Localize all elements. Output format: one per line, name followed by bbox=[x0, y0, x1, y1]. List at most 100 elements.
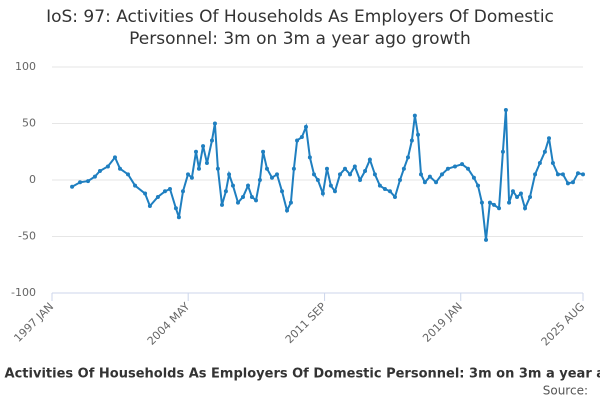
point bbox=[471, 175, 476, 180]
point bbox=[555, 172, 560, 177]
point bbox=[518, 191, 523, 196]
point bbox=[295, 138, 300, 143]
point bbox=[367, 157, 372, 162]
point bbox=[479, 200, 484, 205]
source: Source: bbox=[543, 384, 588, 398]
point bbox=[560, 172, 565, 177]
point bbox=[487, 200, 492, 205]
point bbox=[372, 172, 377, 177]
point bbox=[581, 172, 585, 177]
point bbox=[503, 107, 508, 112]
point bbox=[173, 206, 178, 211]
point bbox=[230, 183, 235, 188]
point bbox=[249, 194, 254, 199]
y-tick-label: 50 bbox=[22, 117, 36, 130]
point bbox=[523, 206, 528, 211]
point bbox=[209, 138, 214, 143]
point bbox=[434, 180, 439, 185]
point bbox=[215, 166, 220, 171]
point bbox=[285, 208, 290, 213]
point bbox=[537, 161, 542, 166]
point bbox=[465, 166, 470, 171]
point bbox=[204, 161, 209, 166]
point bbox=[257, 178, 262, 182]
x-tick-label: 2019 JAN bbox=[420, 300, 465, 345]
point bbox=[186, 172, 191, 177]
point bbox=[352, 164, 357, 169]
point bbox=[332, 189, 337, 194]
point bbox=[274, 172, 279, 177]
point bbox=[422, 180, 427, 185]
point bbox=[550, 161, 555, 166]
point bbox=[392, 194, 397, 199]
point bbox=[324, 166, 329, 171]
point bbox=[439, 172, 444, 177]
point bbox=[510, 189, 515, 194]
point bbox=[147, 203, 152, 208]
point bbox=[315, 178, 320, 182]
point bbox=[176, 215, 181, 220]
x-tick-label: 2025 AUG bbox=[539, 300, 588, 349]
point bbox=[193, 149, 198, 154]
point bbox=[497, 206, 502, 211]
point bbox=[92, 174, 97, 179]
point bbox=[118, 166, 123, 171]
point bbox=[97, 168, 102, 173]
point bbox=[125, 172, 130, 177]
point bbox=[401, 166, 406, 171]
point bbox=[280, 189, 285, 194]
point bbox=[70, 184, 75, 189]
point bbox=[348, 172, 353, 177]
point bbox=[180, 189, 185, 194]
point bbox=[220, 202, 225, 207]
point bbox=[397, 178, 402, 182]
point bbox=[246, 183, 251, 188]
point bbox=[155, 194, 160, 199]
point bbox=[189, 175, 194, 180]
footer: 97: Activities Of Households As Employer… bbox=[0, 367, 600, 382]
point bbox=[515, 194, 520, 199]
point bbox=[291, 166, 296, 171]
point bbox=[382, 187, 387, 192]
point bbox=[261, 149, 266, 154]
point bbox=[565, 181, 570, 186]
point bbox=[342, 166, 347, 171]
point bbox=[575, 171, 580, 176]
point bbox=[196, 166, 201, 171]
point bbox=[500, 149, 505, 154]
x-tick-label: 2004 MAY bbox=[145, 300, 193, 348]
point bbox=[377, 183, 382, 188]
y-tick-label: -50 bbox=[18, 230, 36, 243]
point bbox=[320, 191, 325, 196]
y-tick-label: 0 bbox=[29, 173, 36, 186]
point bbox=[212, 121, 217, 126]
point bbox=[570, 180, 575, 185]
point bbox=[303, 124, 308, 129]
y-tick-label: -100 bbox=[11, 286, 36, 299]
x-tick-label: 1997 JAN bbox=[11, 300, 56, 345]
point bbox=[484, 237, 489, 242]
x-tick-label: 2011 SEP bbox=[283, 300, 329, 346]
point bbox=[254, 198, 259, 203]
point bbox=[227, 172, 232, 177]
point bbox=[476, 183, 481, 188]
point bbox=[460, 162, 465, 167]
point bbox=[201, 144, 206, 149]
point bbox=[307, 155, 312, 160]
point bbox=[86, 179, 91, 184]
point bbox=[105, 164, 110, 169]
point bbox=[162, 189, 167, 194]
point bbox=[112, 155, 117, 160]
point bbox=[409, 138, 414, 143]
point bbox=[416, 132, 421, 137]
point bbox=[337, 172, 342, 177]
point bbox=[546, 136, 551, 141]
point bbox=[363, 168, 368, 173]
point bbox=[492, 202, 497, 207]
point bbox=[418, 172, 423, 177]
point bbox=[387, 189, 392, 194]
point bbox=[542, 149, 547, 154]
point bbox=[78, 180, 83, 185]
